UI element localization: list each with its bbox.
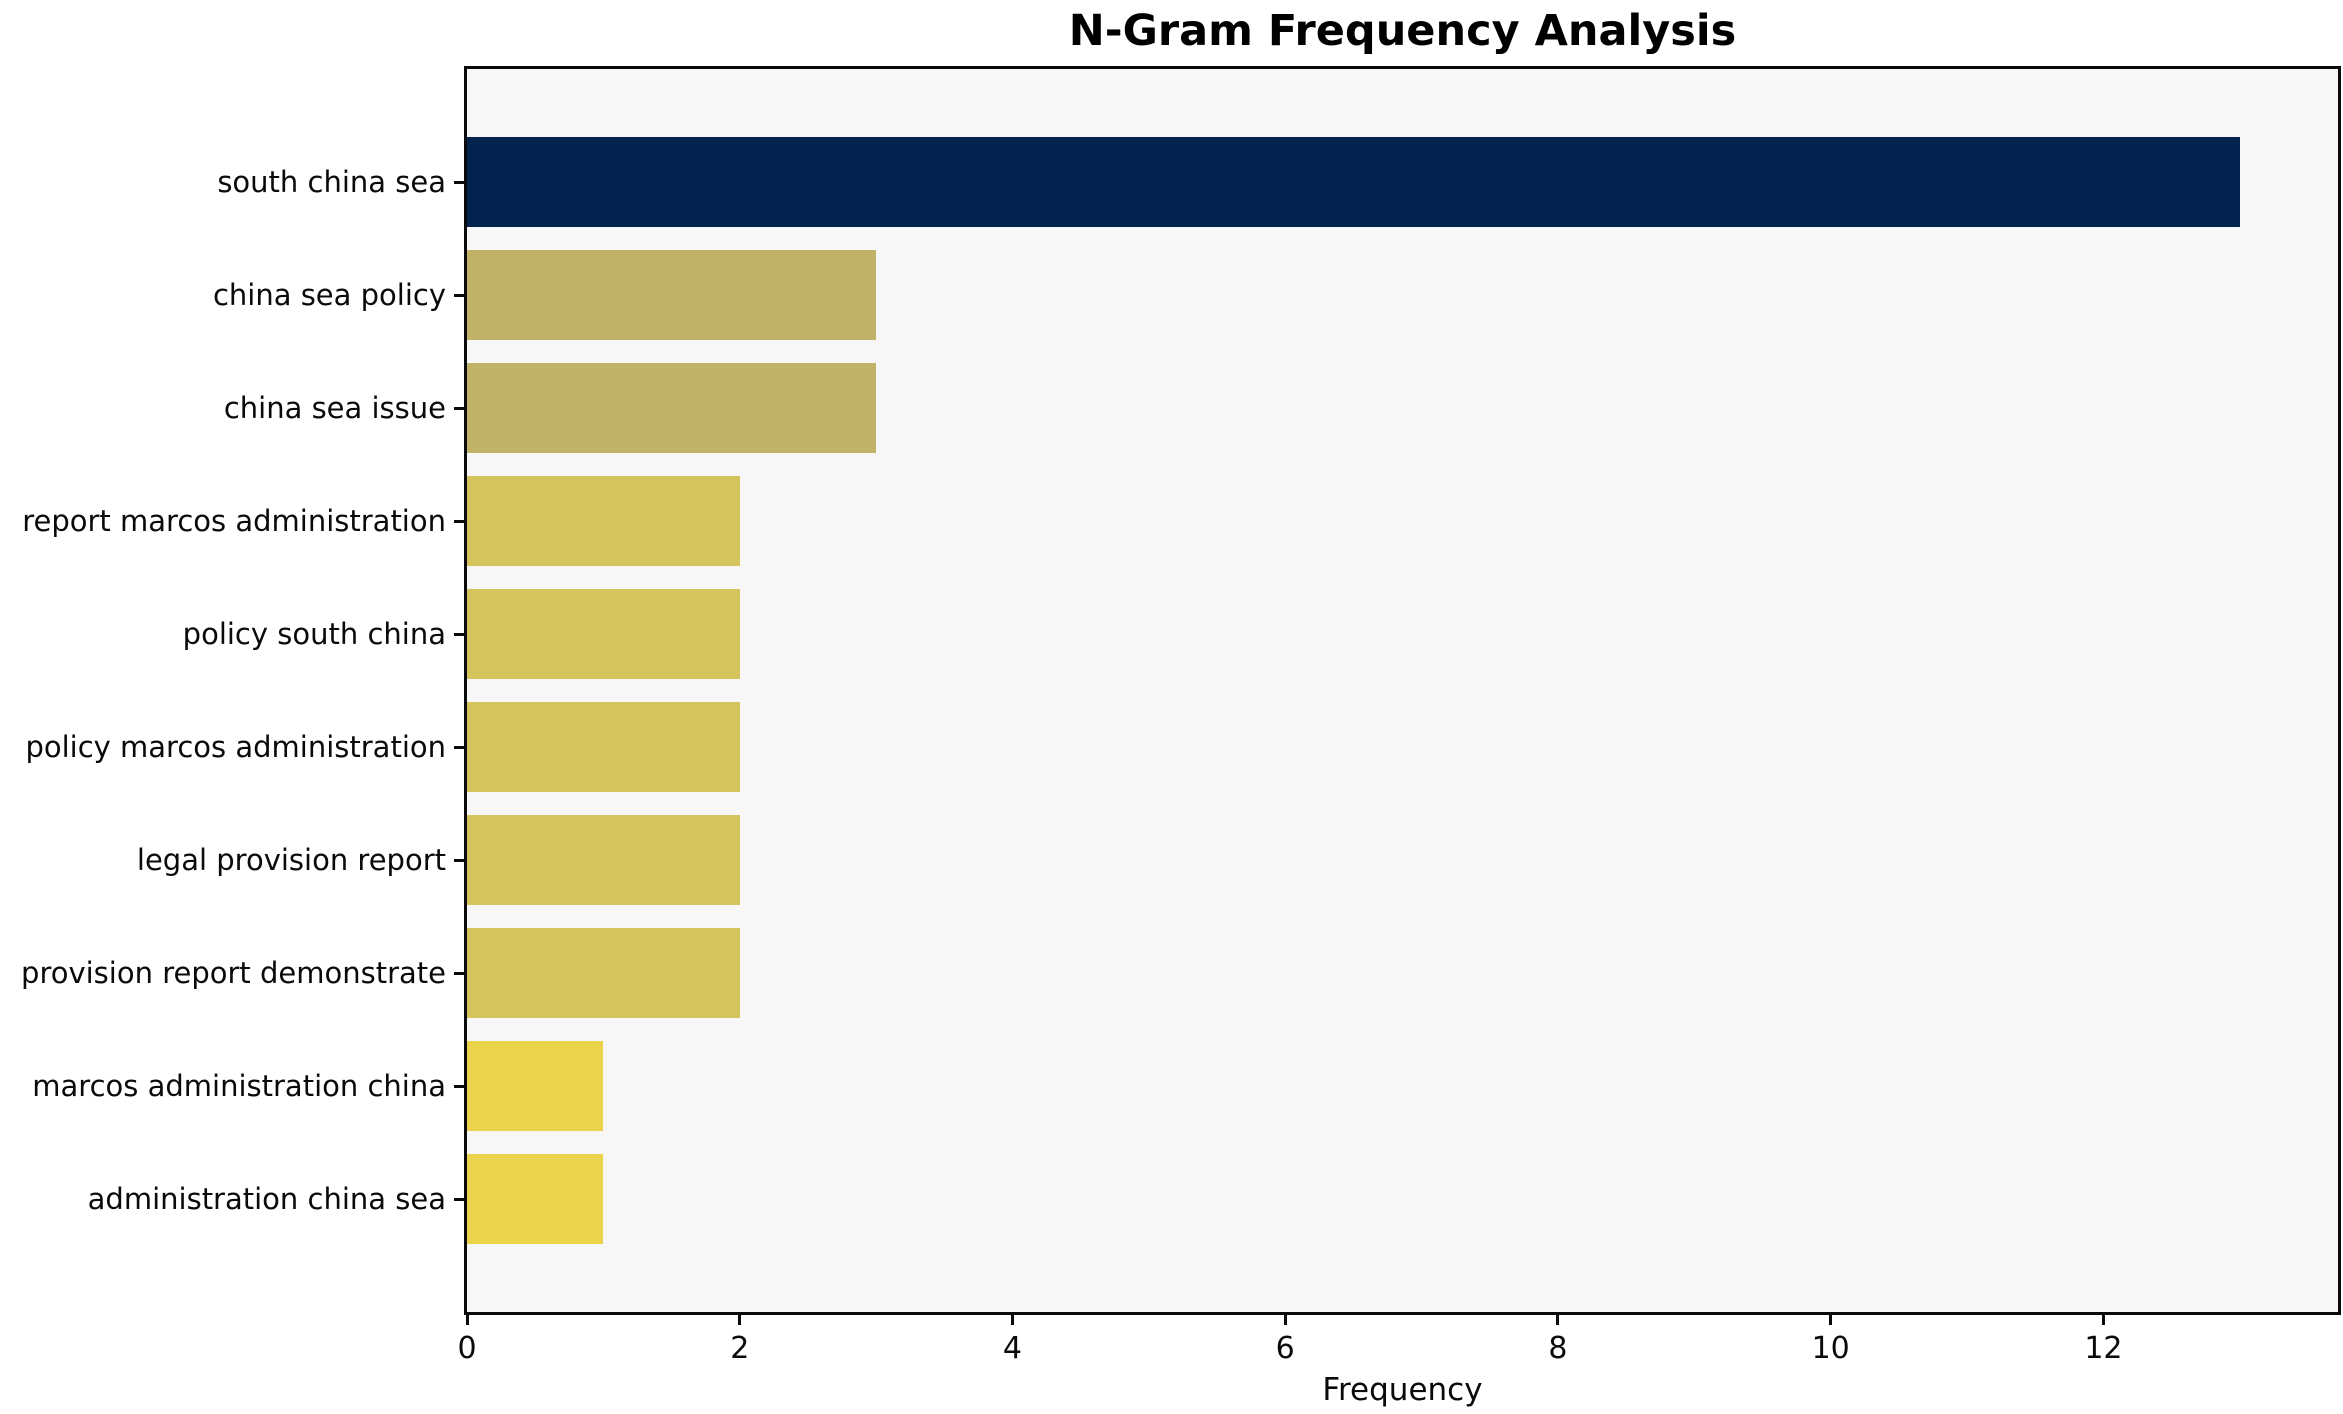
x-tick-mark bbox=[2101, 1315, 2105, 1325]
x-tick-label: 12 bbox=[2084, 1331, 2123, 1366]
x-tick-mark bbox=[1556, 1315, 1560, 1325]
x-tick-label: 0 bbox=[457, 1331, 477, 1366]
bar bbox=[467, 589, 740, 679]
y-tick-label: china sea policy bbox=[212, 278, 446, 312]
y-tick-label: legal provision report bbox=[136, 843, 446, 877]
bar bbox=[467, 476, 740, 566]
y-tick-mark bbox=[454, 293, 464, 297]
x-tick-label: 4 bbox=[1002, 1331, 1023, 1366]
y-tick-mark bbox=[454, 858, 464, 862]
bar bbox=[467, 928, 740, 1018]
y-tick-label: provision report demonstrate bbox=[21, 956, 446, 990]
y-tick-label: policy south china bbox=[182, 617, 446, 651]
x-tick-label: 10 bbox=[1811, 1331, 1850, 1366]
y-tick-label: administration china sea bbox=[87, 1182, 446, 1216]
x-tick-mark bbox=[1010, 1315, 1014, 1325]
bar bbox=[467, 702, 740, 792]
y-tick-label: report marcos administration bbox=[22, 504, 446, 538]
y-tick-mark bbox=[454, 1197, 464, 1201]
y-tick-mark bbox=[454, 180, 464, 184]
y-tick-mark bbox=[454, 745, 464, 749]
x-tick-label: 6 bbox=[1275, 1331, 1295, 1366]
y-tick-label: marcos administration china bbox=[32, 1069, 446, 1103]
y-tick-label: south china sea bbox=[217, 165, 446, 199]
y-tick-mark bbox=[454, 971, 464, 975]
x-tick-mark bbox=[738, 1315, 742, 1325]
bar bbox=[467, 363, 877, 453]
x-tick-mark bbox=[1829, 1315, 1833, 1325]
y-tick-label: policy marcos administration bbox=[25, 730, 446, 764]
bar bbox=[467, 1154, 604, 1244]
x-tick-label: 2 bbox=[730, 1331, 750, 1366]
x-axis-label: Frequency bbox=[1322, 1372, 1483, 1408]
bar bbox=[467, 1041, 604, 1131]
bar bbox=[467, 137, 2240, 227]
bars-container bbox=[467, 69, 2338, 1312]
x-tick-mark bbox=[465, 1315, 469, 1325]
y-tick-label: china sea issue bbox=[223, 391, 446, 425]
bar bbox=[467, 250, 877, 340]
y-tick-mark bbox=[454, 1084, 464, 1088]
bar bbox=[467, 815, 740, 905]
x-tick-label: 8 bbox=[1548, 1331, 1568, 1366]
chart-title: N-Gram Frequency Analysis bbox=[1068, 6, 1737, 56]
x-tick-mark bbox=[1283, 1315, 1287, 1325]
plot-area bbox=[464, 66, 2341, 1315]
y-tick-mark bbox=[454, 406, 464, 410]
y-tick-mark bbox=[454, 519, 464, 523]
y-tick-mark bbox=[454, 632, 464, 636]
